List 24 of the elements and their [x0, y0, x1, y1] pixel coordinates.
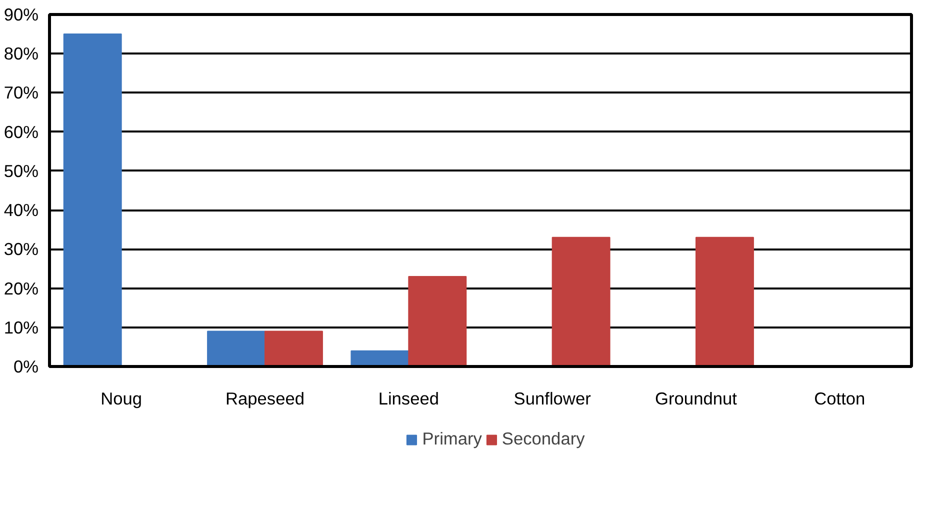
x-tick-label: Noug — [100, 388, 142, 408]
y-tick-label: 40% — [4, 200, 39, 220]
y-tick-label: 70% — [4, 82, 39, 103]
x-tick-label: Cotton — [814, 388, 866, 408]
y-tick-label: 50% — [4, 160, 39, 181]
bar — [696, 236, 754, 366]
bar — [408, 276, 467, 366]
x-tick-label: Rapeseed — [226, 388, 305, 408]
x-tick-label: Sunflower — [514, 388, 592, 408]
legend-label: Primary — [422, 428, 482, 450]
y-tick-label: 60% — [4, 122, 39, 142]
x-tick-label: Groundnut — [655, 388, 738, 408]
bar — [264, 330, 323, 366]
y-tick-label: 90% — [4, 4, 39, 24]
y-tick-label: 30% — [4, 239, 39, 260]
bar — [552, 236, 610, 366]
x-tick-label: Linseed — [378, 388, 440, 408]
y-tick-label: 10% — [4, 317, 39, 338]
bar — [63, 34, 122, 366]
y-tick-label: 80% — [4, 44, 39, 64]
y-tick-label: 20% — [4, 278, 39, 298]
legend-label: Secondary — [502, 428, 585, 450]
y-tick-label: 0% — [13, 356, 38, 376]
bar — [207, 330, 266, 366]
